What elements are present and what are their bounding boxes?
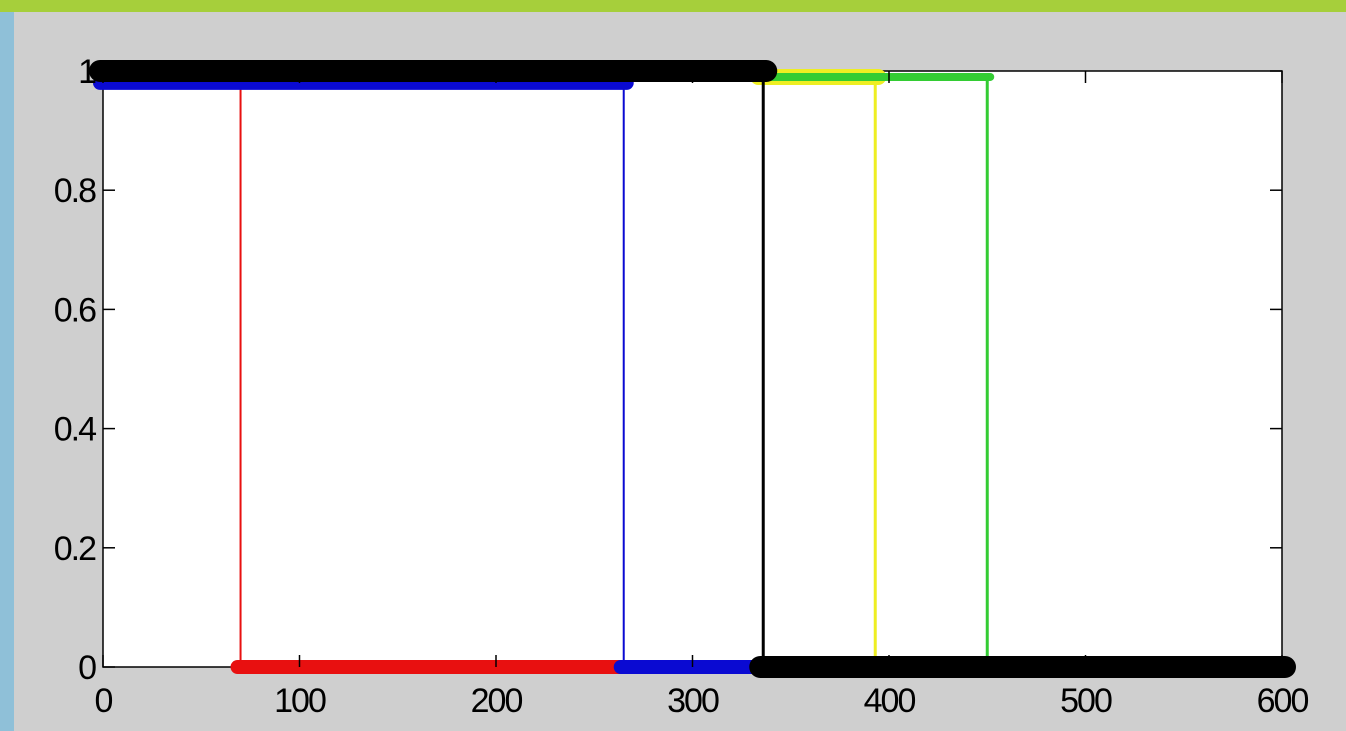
x-tick-label: 500 bbox=[1060, 682, 1112, 720]
y-tick-label: 0.2 bbox=[54, 530, 96, 568]
tick-label-layer: 0 100 200 300 400 500 600 0 0.2 0.4 0.6 0.8 1 bbox=[54, 53, 1311, 720]
series-4-line bbox=[771, 75, 989, 667]
background-left-band bbox=[0, 12, 14, 731]
x-tick-label: 400 bbox=[864, 682, 916, 720]
x-tick-label: 600 bbox=[1257, 682, 1309, 720]
x-tick-label: 200 bbox=[471, 682, 523, 720]
background-green-strip bbox=[0, 0, 1346, 12]
plot-area bbox=[102, 70, 1283, 668]
y-tick-label: 1 bbox=[78, 53, 96, 91]
y-tick-label: 0.6 bbox=[54, 291, 96, 329]
tick-layer bbox=[102, 70, 1283, 668]
x-tick-label: 300 bbox=[667, 682, 719, 720]
y-tick-label: 0.4 bbox=[54, 411, 96, 449]
step-line-chart: 0 100 200 300 400 500 600 0 0.2 0.4 0.6 0.8 1 bbox=[54, 53, 1311, 720]
x-tick-label: 0 bbox=[95, 682, 113, 720]
y-tick-label: 0 bbox=[78, 649, 96, 687]
series-5-line bbox=[103, 69, 1282, 669]
figure-window: 0 100 200 300 400 500 600 0 0.2 0.4 0.6 0.8 1 bbox=[14, 12, 1346, 731]
x-tick-label: 100 bbox=[274, 682, 326, 720]
y-tick-label: 0.8 bbox=[54, 172, 96, 210]
